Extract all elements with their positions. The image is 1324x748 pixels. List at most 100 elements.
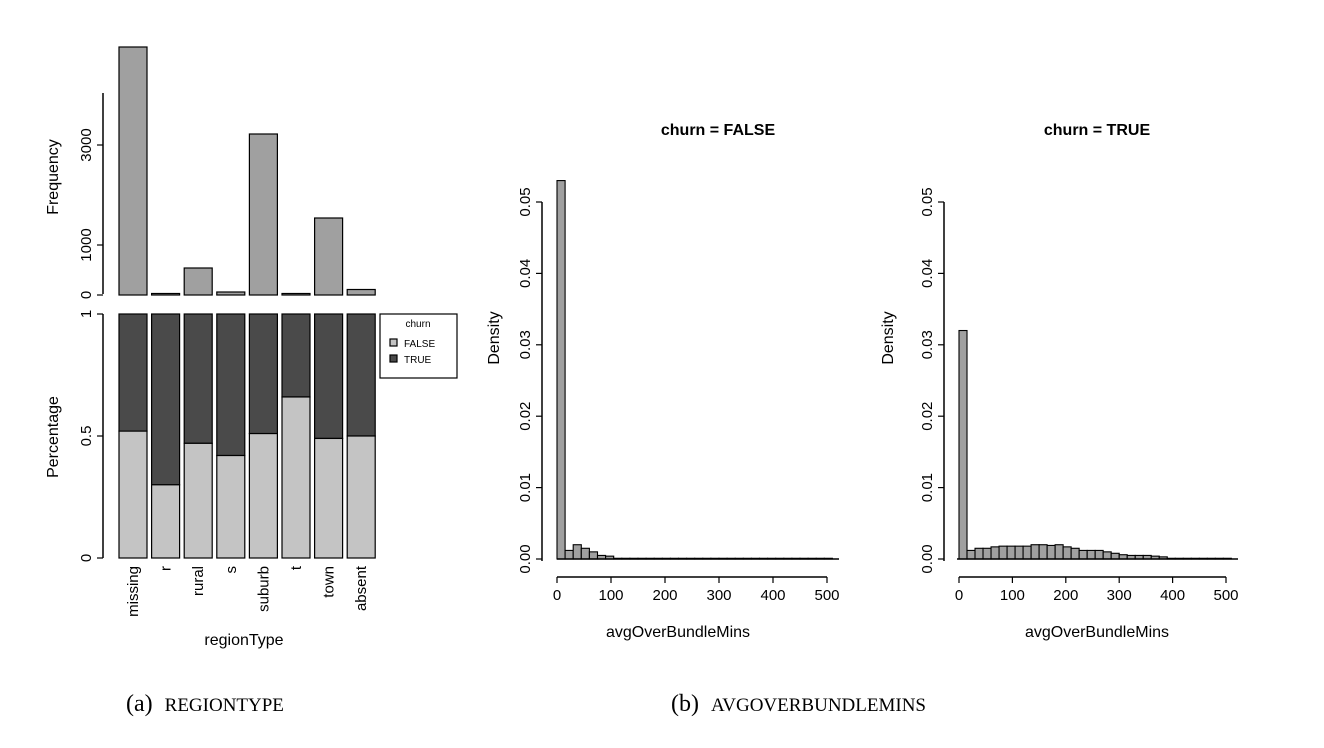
frequency-bar-absent (346, 288, 376, 296)
histogram-false-y-tick-label: 0.02 (517, 402, 534, 431)
category-label-t: t (288, 565, 305, 570)
caption-a-text: REGIONTYPE (165, 695, 284, 716)
percentage-y-tick-label: 0.5 (78, 426, 95, 447)
category-tick-labels: missing r rural s suburb t town absent (125, 565, 370, 617)
histogram-true-y-tick-label: 0.01 (919, 473, 936, 502)
category-label-rural: rural (190, 566, 207, 596)
histogram-false-bin (556, 180, 566, 560)
frequency-bar-s (216, 291, 246, 296)
histogram-true-x-ticks: 0 100 200 300 400 500 (955, 577, 1239, 604)
percentage-true-absent (346, 313, 376, 437)
histogram-true-y-label: Density (880, 311, 897, 364)
histogram-false-y-tick-label: 0.05 (517, 187, 534, 216)
percentage-false-suburb (248, 432, 278, 559)
histogram-true-bin (1038, 544, 1048, 560)
histogram-true-y-ticks: 0.00 0.01 0.02 0.03 0.04 0.05 (919, 187, 944, 574)
frequency-bar-chart: 0 1000 3000 Frequency (45, 46, 376, 299)
histogram-true-bin (1030, 544, 1040, 560)
category-label-town: town (321, 566, 338, 598)
histogram-true-bin (1094, 549, 1104, 560)
histogram-false-x-label: avgOverBundleMins (606, 624, 750, 641)
percentage-stacked-bar-chart: 00.51 missing r rural s suburb t town absent Pe… (45, 310, 458, 649)
histogram-true-bin (974, 547, 984, 560)
percentage-bars (118, 313, 376, 559)
percentage-false-missing (118, 430, 148, 559)
legend-entry-true: TRUE (404, 355, 432, 366)
frequency-bar-t (281, 292, 311, 296)
caption-a: (a) REGIONTYPE (126, 691, 284, 717)
percentage-true-r (151, 313, 181, 486)
category-label-missing: missing (125, 566, 142, 617)
histogram-true-bin (1014, 545, 1024, 560)
percentage-false-r (151, 484, 181, 559)
histogram-true-x-label: avgOverBundleMins (1025, 624, 1169, 641)
percentage-false-s (216, 454, 246, 559)
histogram-false-y-tick-label: 0.04 (517, 259, 534, 288)
histogram-true-bin (1022, 545, 1032, 560)
histogram-true-title: churn = TRUE (1044, 122, 1151, 139)
histogram-false-x-tick-label: 200 (652, 587, 677, 604)
histogram-churn-false: churn = FALSE 0.00 0.01 0.02 0.03 0.04 0.05 0… (486, 122, 840, 641)
frequency-y-tick-label: 3000 (78, 128, 95, 161)
frequency-y-label: Frequency (45, 139, 62, 215)
frequency-bar-town (314, 217, 344, 296)
histogram-false-bin (564, 549, 574, 560)
histogram-false-bin (580, 547, 590, 560)
histogram-true-bin (1086, 549, 1096, 560)
histogram-churn-true: churn = TRUE 0.00 0.01 0.02 0.03 0.04 0.05 0 1… (880, 122, 1239, 641)
percentage-true-rural (183, 313, 213, 444)
histogram-false-y-tick-label: 0.00 (517, 544, 534, 573)
legend-swatch-true (389, 354, 398, 363)
percentage-true-suburb (248, 313, 278, 435)
histogram-true-x-tick-label: 500 (1213, 587, 1238, 604)
region-type-x-label: regionType (204, 632, 283, 649)
histogram-true-bin (1070, 547, 1080, 560)
frequency-bar-rural (183, 267, 213, 296)
histogram-false-y-tick-label: 0.01 (517, 473, 534, 502)
caption-b-label: (b) (671, 691, 699, 717)
percentage-true-missing (118, 313, 148, 432)
frequency-bar-r (151, 292, 181, 296)
histogram-true-bin (1062, 546, 1072, 560)
histogram-true-bin (990, 546, 1000, 560)
histogram-false-x-tick-label: 400 (760, 587, 785, 604)
histogram-true-x-tick-label: 100 (1000, 587, 1025, 604)
histogram-true-y-tick-label: 0.00 (919, 544, 936, 573)
histogram-true-bin (1054, 544, 1064, 560)
histogram-false-y-ticks: 0.00 0.01 0.02 0.03 0.04 0.05 (517, 187, 542, 574)
legend-swatch-false (389, 338, 398, 347)
legend-title: churn (405, 319, 430, 330)
histogram-true-x-tick-label: 200 (1053, 587, 1078, 604)
percentage-false-rural (183, 442, 213, 559)
percentage-true-s (216, 313, 246, 457)
frequency-bar-suburb (248, 133, 278, 296)
frequency-bars (118, 46, 376, 296)
histogram-false-title: churn = FALSE (661, 122, 776, 139)
percentage-false-town (314, 437, 344, 559)
histogram-false-bars (556, 180, 833, 560)
histogram-true-x-tick-label: 300 (1107, 587, 1132, 604)
histogram-true-bin (1006, 545, 1016, 560)
histogram-true-y-tick-label: 0.02 (919, 402, 936, 431)
histogram-true-y-tick-label: 0.05 (919, 187, 936, 216)
histogram-false-x-tick-label: 0 (553, 587, 561, 604)
histogram-true-x-tick-label: 400 (1160, 587, 1185, 604)
histogram-true-bin (1046, 544, 1056, 560)
histogram-true-x-tick-label: 0 (955, 587, 963, 604)
histogram-true-bin (1110, 552, 1120, 560)
histogram-false-x-tick-label: 100 (598, 587, 623, 604)
histogram-true-bin (1102, 551, 1112, 560)
histogram-false-x-tick-label: 500 (814, 587, 839, 604)
percentage-y-ticks: 00.51 (78, 310, 103, 562)
histogram-false-y-label: Density (486, 311, 503, 364)
percentage-y-tick-label: 1 (78, 310, 95, 318)
histogram-true-bars (958, 329, 1232, 560)
category-label-suburb: suburb (255, 566, 272, 612)
percentage-false-absent (346, 435, 376, 559)
histogram-false-x-tick-label: 300 (706, 587, 731, 604)
caption-a-label: (a) (126, 691, 153, 717)
percentage-false-t (281, 396, 311, 559)
category-label-absent: absent (353, 565, 370, 611)
category-label-r: r (158, 566, 175, 571)
